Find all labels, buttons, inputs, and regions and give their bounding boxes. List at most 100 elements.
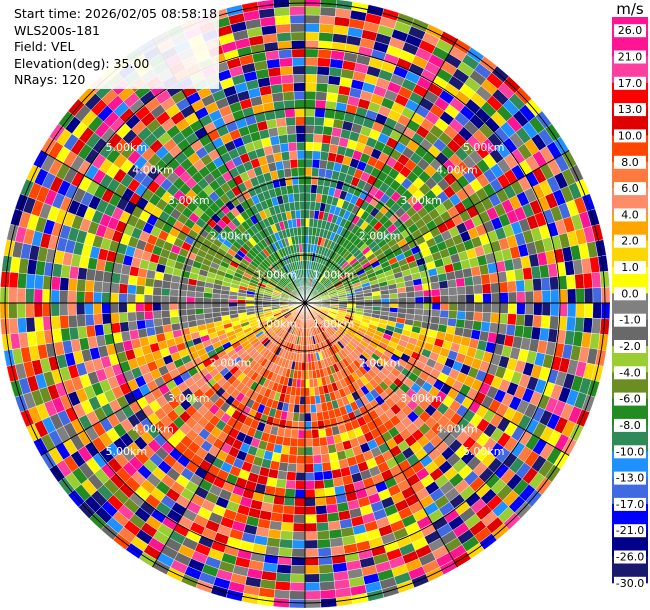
velocity-cell [582,272,593,289]
velocity-cell [77,325,88,339]
colorbar-tick-label: 8.0 [621,156,639,169]
velocity-cell [17,272,28,289]
velocity-cell [283,99,295,110]
velocity-cell [76,278,87,292]
velocity-cell [186,314,197,322]
velocity-cell [186,302,196,310]
velocity-cell [119,321,130,333]
velocity-cell [315,91,328,101]
velocity-cell [314,479,325,490]
velocity-cell [169,288,179,297]
range-label: 3.00km [168,392,210,405]
velocity-cell [389,297,399,304]
velocity-cell [178,315,189,324]
velocity-cell [50,315,61,330]
velocity-cell [304,446,314,456]
velocity-cell [310,403,317,414]
velocity-cell [513,268,525,282]
velocity-cell [439,309,450,319]
velocity-cell [127,311,137,322]
velocity-cell [304,463,315,473]
velocity-cell [144,277,155,288]
colorbar-tick-label: 2.0 [621,235,639,248]
velocity-cell [237,305,247,311]
velocity-cell [137,327,148,339]
velocity-cell [440,302,450,311]
velocity-cell [162,324,173,334]
velocity-cell [127,274,138,286]
velocity-cell [530,326,542,341]
velocity-cell [319,580,336,591]
velocity-cell [430,281,441,290]
velocity-cell [194,302,204,309]
velocity-cell [326,92,339,103]
velocity-cell [287,454,298,464]
velocity-cell [312,446,322,456]
velocity-cell [289,590,306,600]
start-time-label: Start time: 2026/02/05 08:58:18 [14,6,218,21]
velocity-cell [329,460,341,471]
velocity-cell [326,503,339,514]
velocity-cell [516,302,526,315]
velocity-cell [541,302,551,317]
velocity-cell [389,293,399,299]
velocity-cell [304,82,317,92]
velocity-cell [448,286,458,296]
velocity-cell [293,91,306,101]
velocity-cell [312,150,322,160]
velocity-cell [270,511,284,523]
velocity-cell [68,265,80,280]
velocity-cell [25,288,35,304]
velocity-cell [505,269,516,282]
velocity-cell [304,598,322,609]
velocity-cell [304,522,318,532]
velocity-cell [462,267,473,279]
velocity-cell [313,471,324,481]
velocity-cell [540,315,551,329]
velocity-cell [145,326,157,337]
velocity-cell [456,285,466,296]
velocity-cell [316,411,324,422]
velocity-cell [304,590,321,600]
velocity-cell [304,395,311,405]
velocity-cell [311,167,320,177]
velocity-cell [8,287,18,304]
range-label: 1.00km [313,269,355,282]
velocity-cell [152,302,162,312]
velocity-cell [591,317,602,335]
colorbar-tick-label: 13.0 [618,103,643,116]
velocity-cell [465,293,475,304]
velocity-cell [293,505,306,515]
velocity-cell [318,436,328,447]
velocity-cell [490,282,500,294]
velocity-cell [304,514,317,524]
velocity-cell [280,521,294,532]
velocity-cell [397,297,407,304]
velocity-cell [295,124,306,134]
velocity-cell [177,309,188,317]
velocity-cell [498,281,509,293]
velocity-cell [276,564,292,574]
velocity-cell [67,314,78,328]
velocity-cell [455,318,466,329]
velocity-cell [431,302,441,311]
velocity-cell [315,403,323,413]
velocity-cell [321,134,332,145]
velocity-cell [364,299,373,304]
velocity-cell [282,91,295,101]
velocity-cell [304,124,315,134]
velocity-cell [297,429,306,439]
velocity-cell [363,295,373,301]
velocity-cell [431,288,441,297]
velocity-cell [299,201,306,211]
velocity-cell [8,302,18,319]
velocity-cell [285,479,296,490]
colorbar-tick-label: 21.0 [618,51,643,64]
velocity-cell [304,505,317,515]
velocity-cell [294,107,306,118]
velocity-cell [275,478,287,489]
velocity-cell [59,302,69,317]
velocity-cell [533,290,543,304]
velocity-cell [327,75,341,86]
velocity-cell [279,57,293,68]
